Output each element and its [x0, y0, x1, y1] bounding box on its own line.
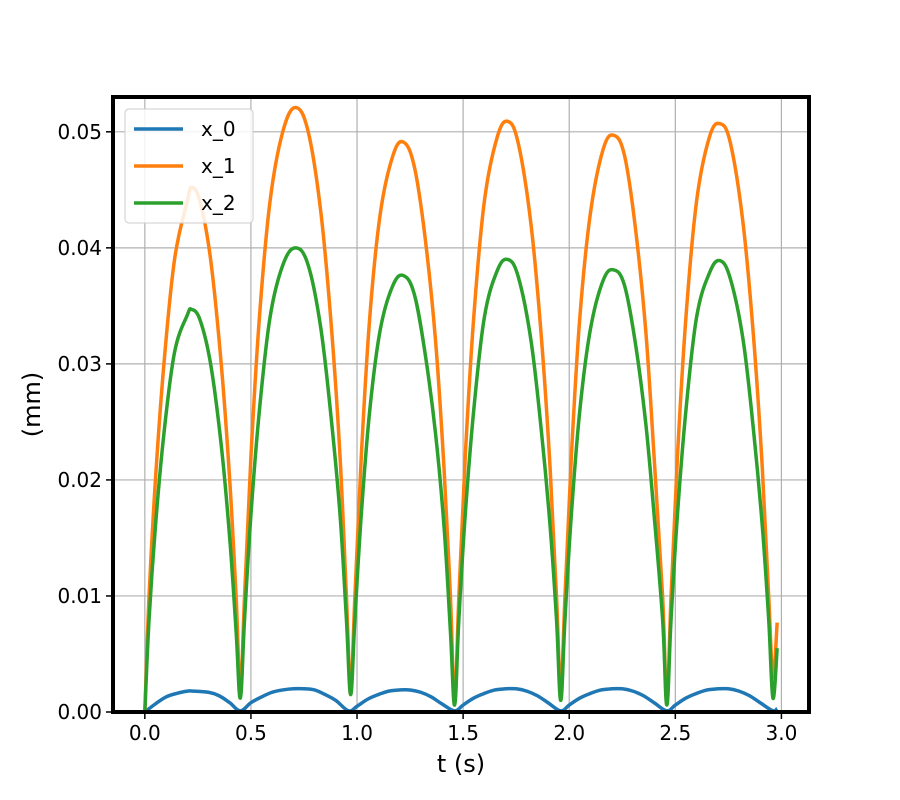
y-tick-label: 0.01 — [57, 584, 102, 608]
x-tick-label: 2.5 — [659, 721, 691, 745]
y-axis-label: (mm) — [18, 372, 46, 437]
x-tick-label: 1.0 — [341, 721, 373, 745]
series-line-x-2 — [143, 246, 779, 712]
x-tick-label: 2.0 — [553, 721, 585, 745]
legend-label: x_1 — [201, 154, 236, 178]
series-line-x-0 — [143, 686, 779, 712]
legend: x_0 x_1 x_2 — [124, 108, 254, 224]
legend-label: x_2 — [201, 191, 236, 215]
y-tick-label: 0.05 — [57, 120, 102, 144]
y-tick-label: 0.02 — [57, 468, 102, 492]
x-tick-label: 3.0 — [766, 721, 798, 745]
plot-lines — [143, 105, 779, 712]
x-tick-label: 0.5 — [235, 721, 267, 745]
y-tick-label: 0.04 — [57, 236, 102, 260]
y-tick-label: 0.03 — [57, 352, 102, 376]
grid-lines — [113, 97, 809, 713]
x-tick-label: 1.5 — [447, 721, 479, 745]
plot-frame — [111, 95, 811, 714]
legend-label: x_0 — [201, 117, 236, 141]
x-tick-label: 0.0 — [129, 721, 161, 745]
y-tick-label: 0.00 — [57, 700, 102, 724]
legend-box — [124, 108, 254, 224]
tick-labels: 0.0 0.5 1.0 1.5 2.0 2.5 3.0 0.00 0.01 0.02 0.03 0.0… — [57, 120, 797, 745]
x-axis-label: t (s) — [437, 750, 485, 778]
